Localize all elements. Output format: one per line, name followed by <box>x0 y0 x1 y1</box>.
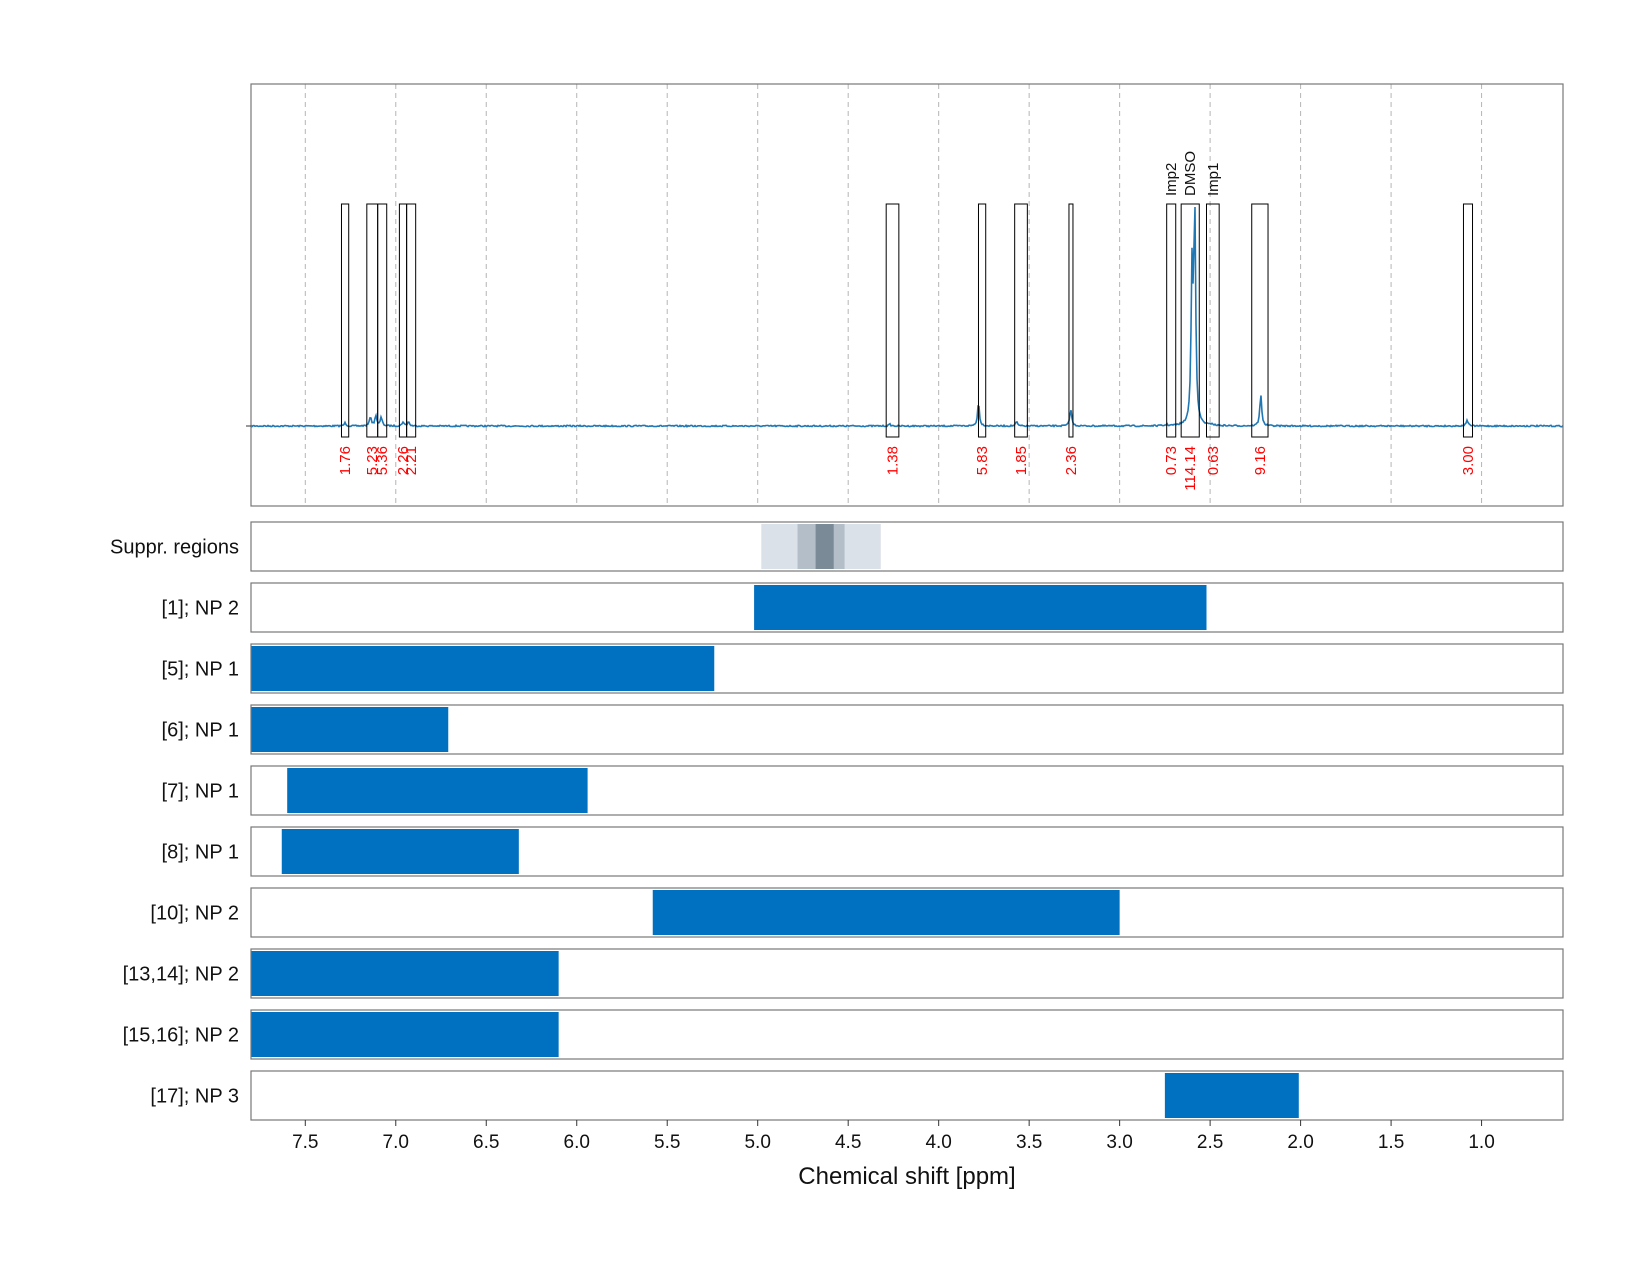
x-axis-label: Chemical shift [ppm] <box>798 1163 1015 1190</box>
integral-value-label: 2.36 <box>1063 446 1080 475</box>
x-tick-label: 2.5 <box>1197 1132 1223 1153</box>
integral-region-box <box>1180 203 1200 438</box>
integral-region-box <box>1166 203 1177 438</box>
x-tick-label: 4.0 <box>925 1132 951 1153</box>
range-bar <box>1164 1073 1299 1118</box>
row-label: [10]; NP 2 <box>150 903 239 925</box>
row-frame <box>250 704 1564 755</box>
range-row: [13,14]; NP 2 <box>123 948 1564 999</box>
range-bar <box>251 646 715 691</box>
row-frame <box>250 887 1564 938</box>
range-row: [8]; NP 1 <box>162 826 1564 877</box>
integral-value-label: 2.21 <box>403 446 420 475</box>
x-tick-label: 4.5 <box>835 1132 861 1153</box>
row-label: [1]; NP 2 <box>162 598 239 620</box>
range-rows: Suppr. regions [1]; NP 2 [5]; NP 1 [6]; NP … <box>110 521 1564 1121</box>
integral-region-box <box>977 203 987 438</box>
integral-value-label: 1.38 <box>885 446 902 475</box>
integral-value-label: 5.83 <box>974 446 991 475</box>
x-tick-label: 6.0 <box>564 1132 590 1153</box>
spectrum-frame <box>250 83 1564 507</box>
integral-value-label: 9.16 <box>1252 446 1269 475</box>
range-row: Suppr. regions <box>110 521 1564 572</box>
row-frame <box>250 826 1564 877</box>
range-row: [17]; NP 3 <box>150 1070 1564 1121</box>
integral-value-label: 3.00 <box>1460 446 1477 475</box>
row-label: [13,14]; NP 2 <box>123 964 239 986</box>
integral-value-label: 0.73 <box>1163 446 1180 475</box>
integral-value-label: 2.26 <box>395 446 412 475</box>
range-bar <box>281 829 519 874</box>
row-label: [15,16]; NP 2 <box>123 1025 239 1047</box>
range-row: [6]; NP 1 <box>162 704 1564 755</box>
integral-region-box <box>885 203 900 438</box>
integral-value-label: 114.14 <box>1182 446 1199 491</box>
x-axis: 7.5 7.0 6.5 6.0 5.5 5.0 4.5 4.0 3.5 3.0 2.5 2.0 1.5 1… <box>292 1120 1495 1153</box>
integral-region-box <box>1462 203 1474 438</box>
x-tick-label: 5.5 <box>654 1132 680 1153</box>
x-tick-label: 6.5 <box>473 1132 499 1153</box>
x-tick-label: 2.0 <box>1287 1132 1313 1153</box>
integral-region-box <box>377 203 388 438</box>
range-row: [7]; NP 1 <box>162 765 1564 816</box>
x-tick-label: 3.0 <box>1106 1132 1132 1153</box>
integral-value-label: 5.23 <box>364 446 381 475</box>
x-tick-label: 7.0 <box>383 1132 409 1153</box>
integral-region-box <box>1014 203 1028 438</box>
range-bar <box>652 890 1120 935</box>
row-label: [17]; NP 3 <box>150 1086 239 1108</box>
peak-name-label: Imp1 <box>1205 163 1222 196</box>
range-row: [15,16]; NP 2 <box>123 1009 1564 1060</box>
integral-region-box <box>340 203 350 438</box>
x-tick-label: 1.0 <box>1468 1132 1494 1153</box>
row-label: Suppr. regions <box>110 537 239 559</box>
integral-value-label: 1.76 <box>337 446 354 475</box>
integral-region-box <box>406 203 417 438</box>
row-frame <box>250 582 1564 633</box>
integral-value-label: 0.63 <box>1205 446 1222 475</box>
range-bar <box>251 707 449 752</box>
range-row: [1]; NP 2 <box>162 582 1564 633</box>
row-label: [8]; NP 1 <box>162 842 239 864</box>
range-bar <box>287 768 588 813</box>
row-label: [5]; NP 1 <box>162 659 239 681</box>
row-frame <box>250 643 1564 694</box>
x-tick-label: 1.5 <box>1378 1132 1404 1153</box>
integral-region-box <box>366 203 379 438</box>
integral-value-label: 1.85 <box>1013 446 1030 475</box>
x-tick-label: 5.0 <box>744 1132 770 1153</box>
row-label: [7]; NP 1 <box>162 781 239 803</box>
range-row: [5]; NP 1 <box>162 643 1564 694</box>
range-bar <box>251 951 559 996</box>
grid-layer <box>304 84 1483 506</box>
x-tick-label: 3.5 <box>1016 1132 1042 1153</box>
integral-region-box <box>398 203 408 438</box>
integral-region-box <box>1205 203 1220 438</box>
range-bar <box>754 585 1207 630</box>
spectrum-line <box>250 206 1564 428</box>
integral-region-box <box>1251 203 1269 438</box>
row-frame <box>250 765 1564 816</box>
spectrum-panel: 1.76 5.235.36 2.262.21 1.38 5.83 1.85 2.36 0.73… <box>246 83 1564 507</box>
peak-name-label: DMSO <box>1182 151 1199 196</box>
row-frame <box>250 1009 1564 1060</box>
peak-name-label: Imp2 <box>1163 163 1180 196</box>
x-tick-label: 7.5 <box>292 1132 318 1153</box>
row-frame <box>250 521 1564 572</box>
integral-region-box <box>1068 203 1074 438</box>
integral-value-label: 5.36 <box>374 446 391 475</box>
row-label: [6]; NP 1 <box>162 720 239 742</box>
suppr-region-band <box>815 524 834 569</box>
row-frame <box>250 1070 1564 1121</box>
row-frame <box>250 948 1564 999</box>
range-bar <box>251 1012 559 1057</box>
range-row: [10]; NP 2 <box>150 887 1564 938</box>
